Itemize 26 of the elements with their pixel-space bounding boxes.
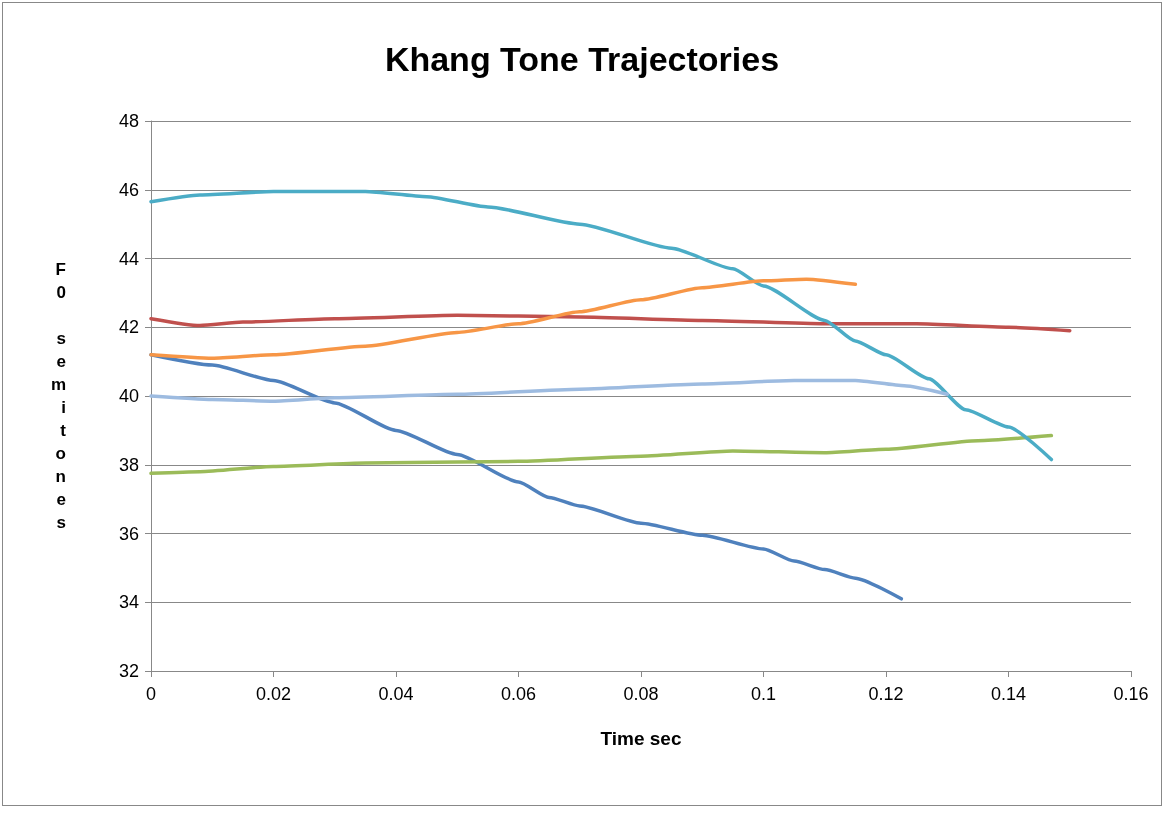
chart-title: Khang Tone Trajectories: [384, 40, 780, 78]
x-tick-label: 0.12: [868, 684, 904, 704]
x-tick-label: 0.08: [623, 684, 659, 704]
y-tick-label: 34: [118, 592, 139, 613]
y-tick-label: 38: [118, 454, 139, 475]
x-tick-label: 0.14: [990, 684, 1027, 704]
y-tick-label: 48: [118, 111, 139, 131]
x-tick-label: 0.04: [378, 684, 414, 704]
y-tick-label: 46: [118, 179, 139, 200]
text: F0 semitones: [50, 260, 66, 532]
line-series: [149, 313, 1072, 333]
line-series: [149, 277, 858, 360]
x-tick-label: 0.06: [500, 684, 537, 704]
y-tick-label: 32: [118, 661, 139, 681]
x-axis-title: Time sec: [600, 728, 682, 749]
x-tick-label: 0.1: [750, 684, 777, 704]
y-tick-label: 36: [118, 523, 139, 544]
line-series: [149, 189, 1054, 462]
x-tick-label: 0: [145, 684, 157, 704]
line-series: [149, 433, 1054, 476]
y-tick-label: 42: [118, 317, 139, 338]
x-tick-label: 0.16: [1113, 684, 1149, 704]
y-tick-label: 40: [118, 386, 139, 406]
x-tick-label: 0.02: [255, 684, 292, 704]
y-tick-label: 44: [118, 248, 139, 269]
line-series: [149, 378, 949, 403]
